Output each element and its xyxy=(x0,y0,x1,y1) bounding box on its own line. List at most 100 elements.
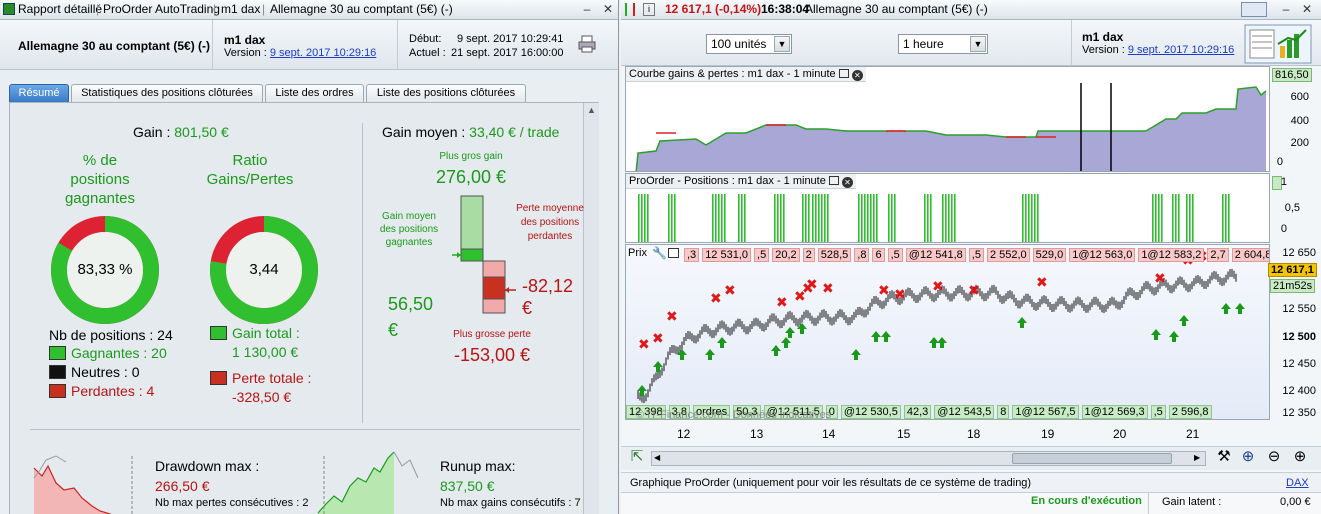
period-select[interactable]: 1 heure ▼ xyxy=(898,34,988,54)
zoom-fit-icon[interactable]: ⊕ xyxy=(1241,448,1255,465)
equity-ytick-600: 600 xyxy=(1290,91,1309,103)
svg-text:✖: ✖ xyxy=(638,337,650,353)
max-gains-consec: Nb max gains consécutifs : 7 xyxy=(440,497,581,509)
svg-text:✖: ✖ xyxy=(1036,275,1048,291)
debut-value: 9 sept. 2017 10:29:41 xyxy=(457,33,564,45)
plus-gros-gain-value: 276,00 € xyxy=(435,167,507,187)
gain-perte-figure xyxy=(452,195,516,314)
equity-plot xyxy=(635,83,1267,171)
order-badge: ,3 xyxy=(684,248,700,262)
last-price-badge: 12 617,1 xyxy=(1268,263,1317,277)
ratio-value: 3,44 xyxy=(249,261,279,278)
tab-liste-positions[interactable]: Liste des positions clôturées xyxy=(366,84,526,102)
wrench-icon[interactable]: 🔧 xyxy=(652,246,667,260)
chart-minimize-icon[interactable]: – xyxy=(1282,2,1290,16)
order-badge: @12 541,8 xyxy=(905,248,966,262)
order-badge: 42,3 xyxy=(903,405,932,419)
xtick-19: 19 xyxy=(1041,427,1055,441)
clock: 16:38:04 xyxy=(761,2,810,16)
gain-value: 801,50 € xyxy=(174,124,229,140)
horizontal-scrollbar[interactable]: ◀ ▶ xyxy=(651,451,1206,466)
svg-text:✖: ✖ xyxy=(932,279,944,295)
svg-text:✖: ✖ xyxy=(802,281,814,297)
perdantes-swatch xyxy=(49,384,66,398)
version-link[interactable]: 9 sept. 2017 10:29:16 xyxy=(269,47,377,59)
svg-text:✖: ✖ xyxy=(776,295,788,311)
gain-moyen-line: Gain moyen : 33,40 € / trade xyxy=(382,124,560,140)
bottom-divider xyxy=(30,429,580,430)
order-badge: ,5 xyxy=(1150,405,1166,419)
units-select[interactable]: 100 unités ▼ xyxy=(706,34,792,54)
chart-version: Version : 9 sept. 2017 10:29:16 xyxy=(1082,44,1235,56)
svg-text:✖: ✖ xyxy=(894,287,906,303)
price-ytick-12350: 12 350 xyxy=(1282,407,1316,419)
zoom-out-icon[interactable]: ⊖ xyxy=(1267,448,1281,465)
window-icon[interactable] xyxy=(838,69,849,78)
keyboard-icon[interactable] xyxy=(1241,2,1267,17)
positions-chart: ProOrder - Positions : m1 dax - 1 minute… xyxy=(625,173,1270,243)
chart-close-icon[interactable]: ✕ xyxy=(1301,2,1313,16)
vertical-scrollbar[interactable]: ▲ xyxy=(583,103,599,514)
tab-statistiques[interactable]: Statistiques des positions clôturées xyxy=(71,84,263,102)
scroll-right-icon[interactable]: ▶ xyxy=(1194,453,1201,462)
perte-moyenne-value: -82,12 € xyxy=(522,276,574,318)
info-icon[interactable]: i xyxy=(643,3,655,16)
tab-resume[interactable]: Résumé xyxy=(9,84,69,102)
order-badges-bottom: 12 398 3,8 ordres 50,3 @12 511,5 0 @12 530,5 42… xyxy=(626,404,1269,419)
equity-y-axis: 816,50 600 400 200 0 xyxy=(1271,66,1321,172)
chevron-down-icon: ▼ xyxy=(970,36,986,52)
svg-text:✖: ✖ xyxy=(794,289,806,305)
window-icon[interactable] xyxy=(668,248,679,258)
tab-liste-ordres[interactable]: Liste des ordres xyxy=(265,84,364,102)
price-ytick-12400: 12 400 xyxy=(1282,385,1316,397)
version-line: Version : 9 sept. 2017 10:29:16 xyxy=(224,47,377,59)
order-badge: ,5 xyxy=(887,248,903,262)
positions-ytick-1: 1 xyxy=(1280,176,1287,188)
xtick-12: 12 xyxy=(677,427,691,441)
xtick-13: 13 xyxy=(750,427,764,441)
proorder-logo-icon[interactable] xyxy=(1244,24,1312,64)
zoom-in-icon[interactable]: ⊕ xyxy=(1293,448,1307,465)
report-window: Rapport détaillé | ProOrder AutoTrading … xyxy=(0,0,619,514)
scroll-left-icon[interactable]: ◀ xyxy=(654,453,661,462)
perdantes-count: Perdantes : 4 xyxy=(71,383,155,399)
chart-tools-icon[interactable]: ⇱ xyxy=(630,448,644,465)
perte-totale-swatch xyxy=(210,371,227,385)
report-title: Rapport détaillé xyxy=(18,2,103,16)
scroll-up-icon[interactable]: ▲ xyxy=(587,105,596,115)
price-ytick-12500: 12 500 xyxy=(1282,331,1316,343)
minimize-icon[interactable]: – xyxy=(583,2,591,16)
pct-gagnantes-donut xyxy=(51,216,159,324)
positions-ytick-05: 0,5 xyxy=(1284,202,1300,214)
scroll-thumb[interactable] xyxy=(1012,453,1172,464)
order-badge: 12 398 xyxy=(626,405,666,419)
price-chart-title: Prix xyxy=(628,247,647,259)
gain-moyen-pos-value: 56,50 € xyxy=(388,294,434,340)
window-icon[interactable] xyxy=(828,176,839,185)
indicator-icon[interactable]: ⚒ xyxy=(1217,448,1231,465)
running-status: En cours d'exécution xyxy=(1031,495,1142,507)
chart-version-link[interactable]: 9 sept. 2017 10:29:16 xyxy=(1127,44,1235,56)
order-badge: @12 511,5 xyxy=(763,405,823,419)
chart-close-icon[interactable]: ✕ xyxy=(841,177,853,188)
order-badge: 8 xyxy=(997,405,1010,419)
neutres-swatch xyxy=(49,365,66,379)
close-icon[interactable]: ✕ xyxy=(602,2,614,16)
svg-text:✖: ✖ xyxy=(968,283,980,299)
chart-close-icon[interactable]: ✕ xyxy=(851,70,863,81)
chart-controls: 100 unités ▼ 1 heure ▼ m1 dax Version : 9 … xyxy=(621,20,1321,66)
order-badge: 6 xyxy=(872,248,885,262)
summary-divider xyxy=(362,123,363,423)
print-icon[interactable] xyxy=(577,34,597,54)
dax-link[interactable]: DAX xyxy=(1286,477,1309,489)
runup-mini-chart xyxy=(317,451,419,514)
chart-instrument: Allemagne 30 au comptant (5€) (-) xyxy=(805,2,988,16)
instrument-name: Allemagne 30 au comptant (5€) (-) xyxy=(18,39,211,53)
neutres-count: Neutres : 0 xyxy=(71,364,140,380)
system-title: m1 dax xyxy=(221,2,261,16)
order-badge: 529,0 xyxy=(1032,248,1067,262)
xtick-18: 18 xyxy=(967,427,981,441)
chart-system-name: m1 dax xyxy=(1082,30,1124,44)
pct-gagnantes-title: % de positions gagnantes xyxy=(64,152,136,207)
order-badge: ,5 xyxy=(968,248,984,262)
